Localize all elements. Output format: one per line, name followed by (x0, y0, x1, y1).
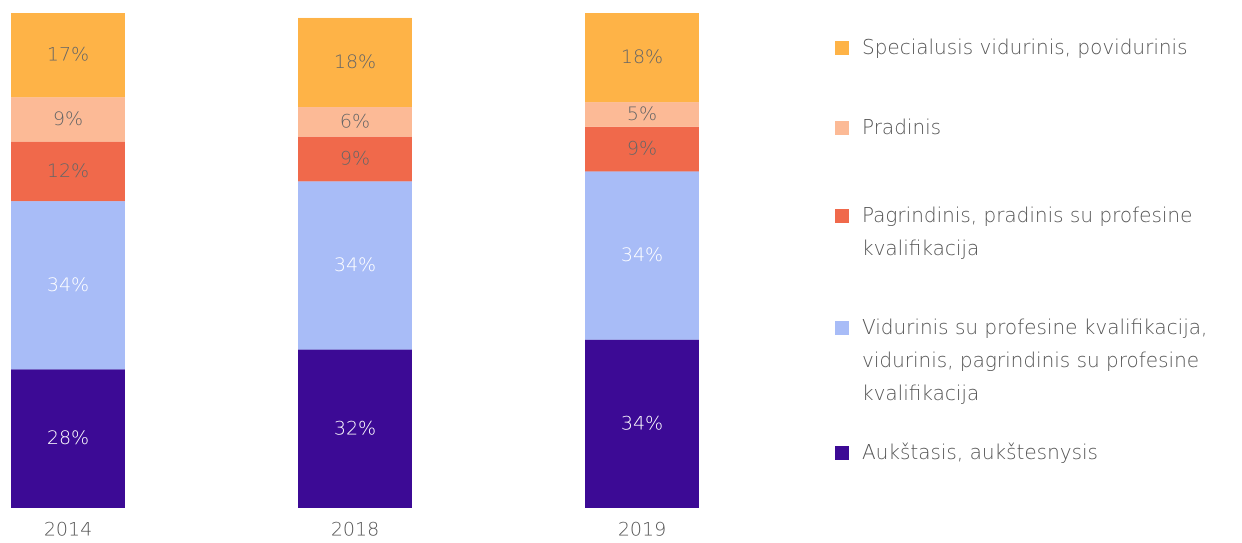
legend-label: Specialusis vidurinis, povidurinis (862, 35, 1188, 59)
bar-segment (11, 97, 125, 142)
bar-segment (585, 339, 699, 508)
data-label: 34% (621, 244, 663, 266)
data-label: 34% (47, 274, 89, 296)
x-tick-label: 2019 (618, 519, 666, 541)
bar-segment (585, 13, 699, 103)
bar-segment (11, 141, 125, 202)
data-label: 9% (53, 108, 83, 130)
legend-swatch (835, 321, 849, 335)
legend-swatch (835, 209, 849, 223)
bar-segment (585, 102, 699, 127)
bar-segment (298, 181, 412, 350)
bar-segment (11, 13, 125, 98)
legend-label: Aukštasis, aukštesnysis (862, 440, 1098, 464)
legend-item: Pagrindinis, pradinis su profesine kvali… (835, 199, 1235, 265)
bar-segment (11, 201, 125, 370)
bar-segment (585, 171, 699, 340)
legend-swatch (835, 446, 849, 460)
data-label: 34% (621, 412, 663, 434)
data-label: 5% (627, 103, 657, 125)
data-label: 6% (340, 110, 370, 132)
legend-swatch (835, 121, 849, 135)
data-label: 34% (334, 254, 376, 276)
data-label: 17% (47, 44, 89, 66)
data-label: 9% (627, 138, 657, 160)
x-tick-label: 2018 (331, 519, 379, 541)
legend-item: Specialusis vidurinis, povidurinis (835, 31, 1235, 64)
x-tick-label: 2014 (44, 519, 92, 541)
data-label: 28% (47, 427, 89, 449)
bar-segment (585, 126, 699, 172)
legend-item: Vidurinis su profesine kvalifikacija, vi… (835, 311, 1235, 410)
bar-segment (298, 349, 412, 508)
data-label: 18% (621, 46, 663, 68)
data-label: 9% (340, 148, 370, 170)
bar-segment (298, 136, 412, 182)
data-label: 32% (334, 417, 376, 439)
bar-segment (298, 17, 412, 108)
legend-item: Pradinis (835, 111, 1235, 144)
legend-label: Pagrindinis, pradinis su profesine kvali… (862, 203, 1193, 260)
legend-label: Vidurinis su profesine kvalifikacija, vi… (862, 315, 1208, 405)
bar-segment (298, 107, 412, 137)
legend-label: Pradinis (862, 115, 942, 139)
legend-swatch (835, 41, 849, 55)
bar-segment (11, 369, 125, 508)
legend-item: Aukštasis, aukštesnysis (835, 436, 1235, 469)
data-label: 12% (47, 160, 89, 182)
data-label: 18% (334, 51, 376, 73)
